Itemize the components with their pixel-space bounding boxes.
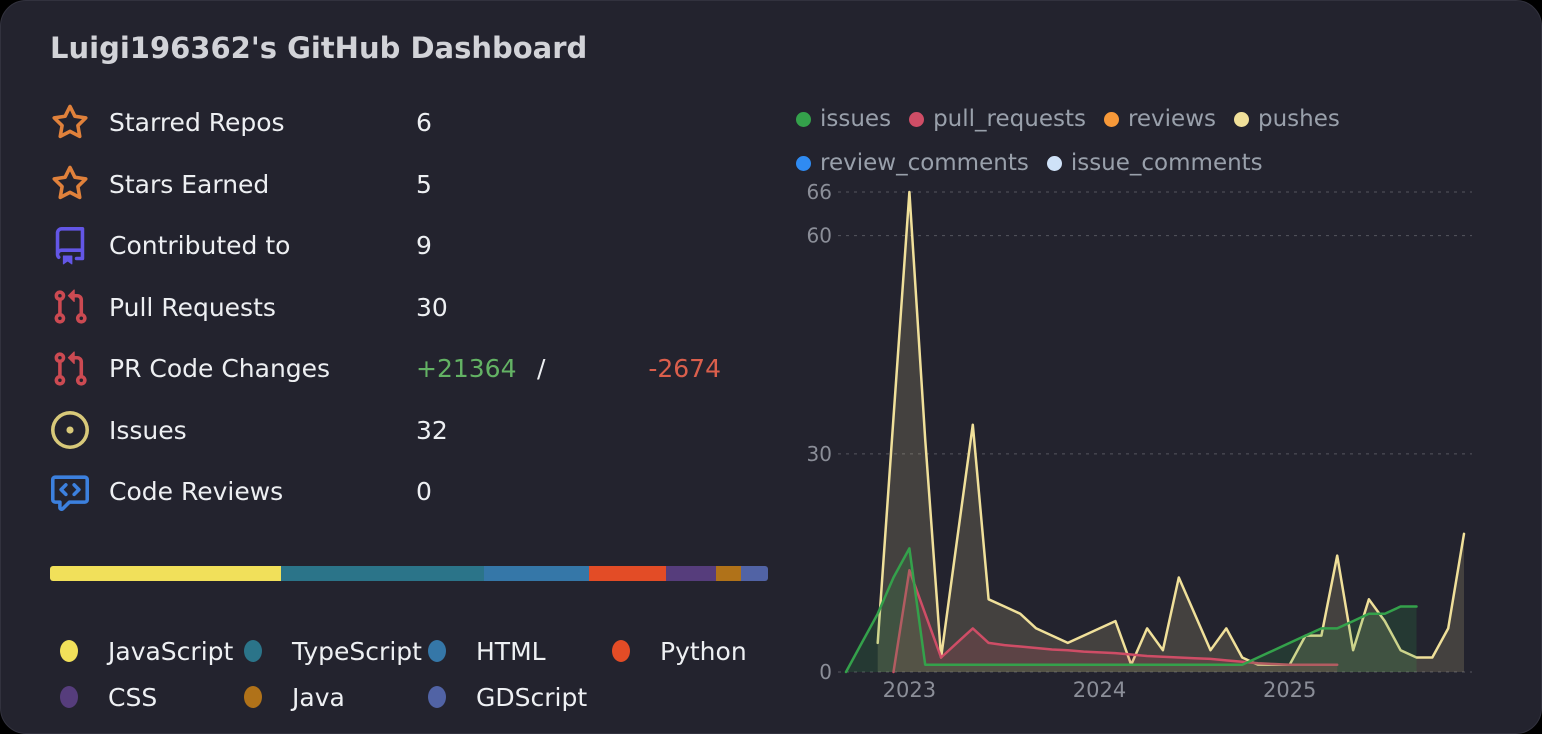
chart-legend-label: review_comments xyxy=(820,150,1029,176)
issue-icon xyxy=(50,410,90,450)
chart-legend-label: reviews xyxy=(1127,106,1216,132)
legend-dot-reviews-icon xyxy=(1103,111,1119,127)
stat-slash: / xyxy=(537,354,546,384)
language-color-dot-icon xyxy=(428,686,446,708)
language-name: Python xyxy=(660,636,747,666)
chart-legend-item-review_comments[interactable]: review_comments xyxy=(796,141,1029,185)
activity-chart: 0 30 60 66 2023 2024 2025 xyxy=(807,180,1472,702)
y-axis-tick-label: 30 xyxy=(807,442,832,466)
language-legend-item: HTML xyxy=(418,628,602,674)
stat-value: 6 xyxy=(416,108,432,138)
stat-row: Contributed to 9 xyxy=(50,215,721,277)
x-axis-tick-label: 2025 xyxy=(1263,678,1316,702)
stat-additions: +21364 xyxy=(416,354,517,384)
legend-dot-pushes-icon xyxy=(1234,111,1249,127)
language-name: Java xyxy=(292,682,345,712)
legend-dot-issue_comments-icon xyxy=(1046,155,1062,171)
stats-list: Starred Repos 6 Stars Earned 5 Contributed t… xyxy=(50,92,721,523)
language-segment-css xyxy=(666,566,717,581)
stat-label: Starred Repos xyxy=(109,108,285,138)
activity-chart-container: 0 30 60 66 2023 2024 2025 xyxy=(792,179,1506,705)
stat-value: 32 xyxy=(416,415,448,445)
language-color-dot-icon xyxy=(244,640,262,662)
pull-request-icon xyxy=(50,287,90,327)
language-color-dot-icon xyxy=(60,686,78,708)
legend-dot-issues-icon xyxy=(796,111,811,127)
stat-value: 30 xyxy=(416,292,448,322)
chart-legend-label: pushes xyxy=(1258,106,1340,132)
language-segment-python xyxy=(589,566,666,581)
language-segment-java xyxy=(716,566,742,581)
language-legend-item: TypeScript xyxy=(234,628,422,674)
chart-legend-label: issues xyxy=(820,106,892,132)
stat-value: 5 xyxy=(416,169,432,199)
language-segment-html xyxy=(484,566,590,581)
language-name: CSS xyxy=(108,682,158,712)
chart-legend-item-issues[interactable]: issues xyxy=(796,97,891,141)
language-segment-gdscript xyxy=(741,566,768,581)
stat-row: Stars Earned 5 xyxy=(50,154,721,216)
chart-legend-item-pushes[interactable]: pushes xyxy=(1234,97,1340,141)
language-bar xyxy=(50,566,768,581)
language-name: GDScript xyxy=(476,682,588,712)
language-color-dot-icon xyxy=(244,686,262,708)
page-title: Luigi196362's GitHub Dashboard xyxy=(50,31,588,65)
stat-label: Contributed to xyxy=(109,231,291,261)
series-line-pushes xyxy=(876,190,1466,666)
language-segment-typescript xyxy=(281,566,485,581)
language-color-dot-icon xyxy=(60,640,78,662)
star-icon xyxy=(50,164,90,204)
y-axis-tick-label: 66 xyxy=(807,180,832,204)
stat-row: Code Reviews 0 xyxy=(50,461,721,523)
stat-value: 9 xyxy=(416,231,432,261)
chart-legend: issues pull_requests reviews pushes review_c… xyxy=(796,97,1416,185)
language-name: TypeScript xyxy=(292,636,422,666)
chart-legend-item-issue_comments[interactable]: issue_comments xyxy=(1046,141,1263,185)
language-legend-item: Java xyxy=(234,674,418,720)
series-area-pull_requests xyxy=(893,570,1338,672)
series-line-issues xyxy=(844,547,1418,674)
series-line-pull_requests xyxy=(892,568,1339,674)
language-legend: JavaScript TypeScript HTML Python CSS Java GDS… xyxy=(50,628,790,720)
stat-row: Starred Repos 6 xyxy=(50,92,721,154)
star-icon xyxy=(50,103,90,143)
chart-legend-item-pull_requests[interactable]: pull_requests xyxy=(909,97,1086,141)
chart-legend-label: issue_comments xyxy=(1070,150,1263,176)
language-color-dot-icon xyxy=(612,640,630,662)
y-axis-tick-label: 60 xyxy=(807,224,832,248)
language-legend-item: GDScript xyxy=(418,674,602,720)
stat-row: Pull Requests 30 xyxy=(50,277,721,339)
y-axis-tick-label: 0 xyxy=(819,660,832,684)
language-legend-item: CSS xyxy=(50,674,234,720)
repo-icon xyxy=(50,226,90,266)
stat-value: 0 xyxy=(416,477,432,507)
stat-label: Stars Earned xyxy=(109,169,270,199)
stat-row: Issues 32 xyxy=(50,400,721,462)
language-name: JavaScript xyxy=(108,636,234,666)
pull-request-icon xyxy=(50,349,90,389)
x-axis-tick-label: 2023 xyxy=(883,678,936,702)
chart-legend-item-reviews[interactable]: reviews xyxy=(1103,97,1216,141)
chart-legend-label: pull_requests xyxy=(933,106,1086,132)
language-color-dot-icon xyxy=(428,640,446,662)
language-legend-item: JavaScript xyxy=(50,628,234,674)
legend-dot-pull_requests-icon xyxy=(909,111,925,127)
stat-row: PR Code Changes +21364 / -2674 xyxy=(50,338,721,400)
language-segment-javascript xyxy=(50,566,282,581)
stat-label: Issues xyxy=(109,415,187,445)
language-name: HTML xyxy=(476,636,546,666)
x-axis-tick-label: 2024 xyxy=(1073,678,1126,702)
stat-deletions: -2674 xyxy=(648,354,721,384)
language-legend-item: Python xyxy=(602,628,786,674)
code-review-icon xyxy=(50,472,90,512)
legend-dot-review_comments-icon xyxy=(796,155,811,171)
stat-label: Pull Requests xyxy=(109,292,276,322)
stat-label: PR Code Changes xyxy=(109,354,331,384)
stat-label: Code Reviews xyxy=(109,477,284,507)
series-area-pushes xyxy=(877,192,1464,672)
